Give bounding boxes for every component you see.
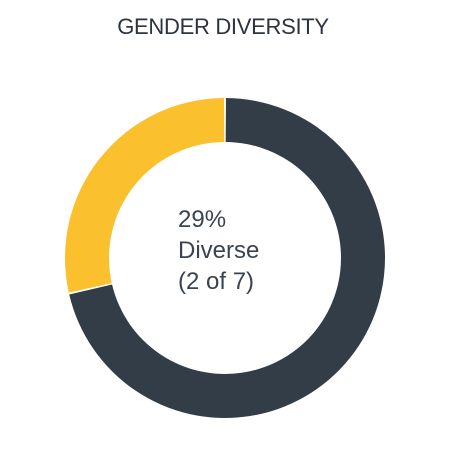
center-category: Diverse [178,237,260,264]
donut-slices [65,98,385,419]
center-percent: 29% [178,206,227,233]
center-label: 29% Diverse (2 of 7) [178,204,259,297]
center-count: (2 of 7) [178,268,255,295]
slice-diverse [65,98,225,293]
chart-title: GENDER DIVERSITY [117,14,329,39]
